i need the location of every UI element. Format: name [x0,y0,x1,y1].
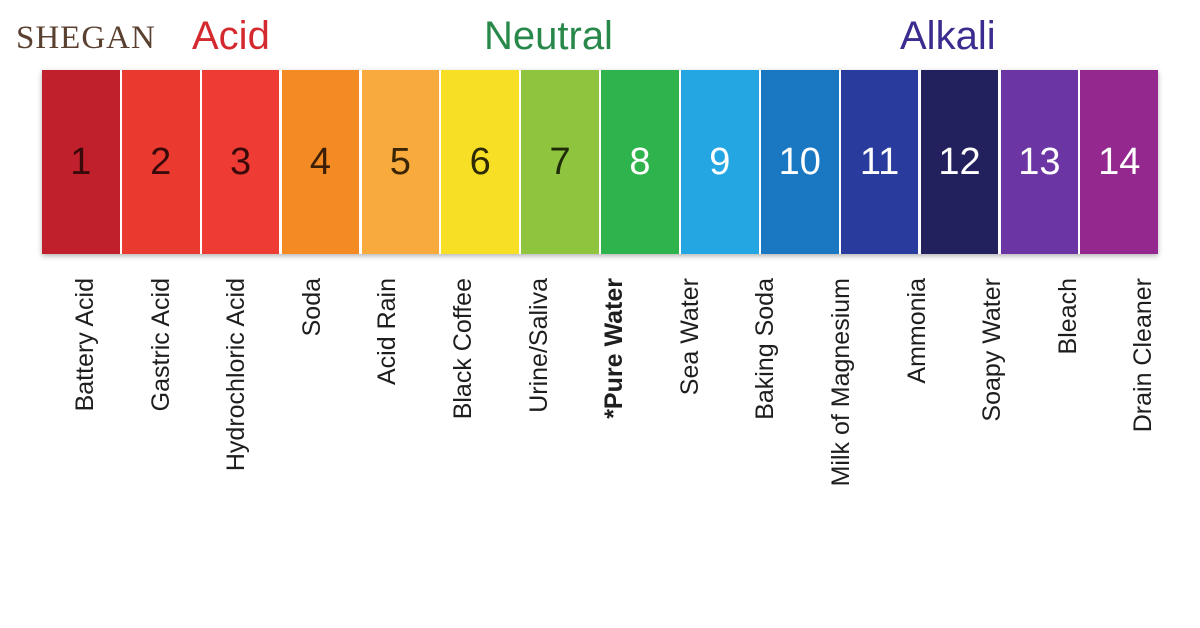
substance-label: Soda [297,278,326,337]
ph-value: 13 [1018,141,1061,183]
substance-label: Battery Acid [71,278,99,412]
ph-value: 9 [709,141,731,183]
brand-logo: SHEGAN [16,20,156,56]
ph-cell-3: 3 [201,70,280,254]
ph-substance-labels: Battery Acid Gastric Acid Hydrochloric Aci… [42,278,1158,598]
ph-value: 4 [309,141,332,183]
ph-cell-9: 9 [681,70,759,254]
ph-value: 5 [389,141,411,183]
ph-value: 12 [938,141,981,183]
substance-label: Drain Cleaner [1129,278,1158,433]
ph-value: 6 [469,141,491,183]
neutral-heading: Neutral [484,14,613,58]
ph-value: 8 [629,141,651,183]
substance-label: Urine/Saliva [524,278,553,413]
ph-value: 11 [859,141,900,183]
ph-cell-11: 11 [840,70,919,254]
alkali-heading: Alkali [900,14,996,58]
ph-value: 2 [150,141,172,183]
substance-label: Baking Soda [751,278,780,420]
substance-label: Black Coffee [449,278,477,420]
ph-cell-12: 12 [920,70,999,254]
ph-cell-1: 1 [42,70,120,254]
ph-cell-13: 13 [1000,70,1079,254]
ph-value: 14 [1098,141,1141,183]
ph-scale-bar: 1 2 3 4 5 6 7 8 9 10 11 12 13 14 [42,70,1159,254]
ph-cell-2: 2 [121,70,200,254]
ph-cell-4: 4 [281,70,360,254]
substance-label: Hydrochloric Acid [222,278,251,472]
ph-cell-14: 14 [1080,70,1159,254]
acid-heading: Acid [192,14,270,58]
substance-label: Acid Rain [373,278,402,385]
ph-value: 7 [549,141,571,183]
substance-label: Ammonia [902,278,931,384]
substance-label: Sea Water [675,278,704,396]
substance-label: Gastric Acid [146,278,175,412]
substance-label: Soapy Water [978,278,1007,422]
ph-cell-10: 10 [760,70,839,254]
substance-label: Bleach [1053,278,1082,355]
ph-value: 1 [70,141,92,183]
ph-value: 3 [230,141,252,183]
ph-value: 10 [778,141,821,183]
ph-cell-5: 5 [361,70,440,254]
substance-label: Milk of Magnesium [827,278,855,487]
ph-cell-8: 8 [601,70,679,254]
substance-label: *Pure Water [600,278,629,419]
ph-cell-6: 6 [441,70,520,254]
ph-cell-7: 7 [521,70,599,254]
